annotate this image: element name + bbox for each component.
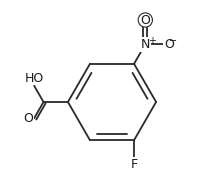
Text: HO: HO xyxy=(24,72,44,85)
Text: −: − xyxy=(169,36,177,46)
Text: O: O xyxy=(140,13,150,26)
Text: O: O xyxy=(23,112,33,125)
Text: N: N xyxy=(141,38,150,51)
Text: O: O xyxy=(164,38,174,51)
Text: +: + xyxy=(148,36,156,46)
Text: F: F xyxy=(130,158,138,171)
